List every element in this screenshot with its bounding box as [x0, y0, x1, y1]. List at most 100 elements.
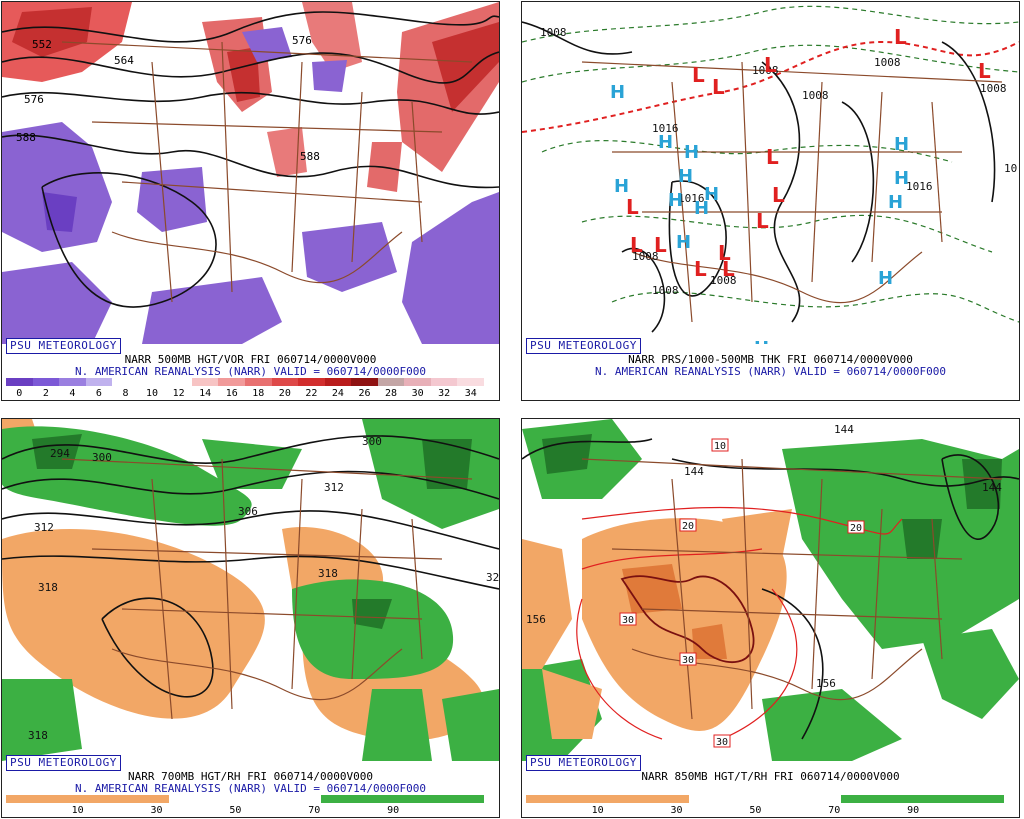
colorbar-tick: 10 [146, 388, 159, 399]
colorbar-segment [404, 378, 431, 386]
high-marker: H [658, 132, 673, 153]
brand-label: PSU METEOROLOGY [526, 338, 641, 354]
high-marker: H [894, 168, 909, 189]
high-marker: H [614, 176, 629, 197]
colorbar-tick: 90 [907, 805, 920, 816]
contour-label-5: 312 [34, 521, 54, 534]
colorbar-tick: 16 [225, 388, 238, 399]
low-marker: L [712, 75, 725, 99]
colorbar-segment [377, 378, 405, 386]
colorbar-tick: 20 [278, 388, 291, 399]
colorbar-tick: 22 [305, 388, 318, 399]
colorbar-segment [457, 378, 484, 386]
colorbar-segment [245, 378, 272, 386]
colorbar-tick: 30 [670, 805, 683, 816]
contour-label-2: 564 [114, 54, 134, 67]
high-marker: H [878, 268, 893, 289]
contour-label-3: 144 [982, 481, 1002, 494]
contour-label-2: 144 [684, 465, 704, 478]
low-marker: L [626, 195, 639, 219]
high-marker: H [888, 192, 903, 213]
low-marker: L [722, 257, 735, 281]
contour-label-1: 1008 [540, 26, 567, 39]
colorbar-segment [298, 378, 325, 386]
colorbar-segment [430, 378, 458, 386]
panel-subcaption: N. AMERICAN REANALYSIS (NARR) VALID = 06… [75, 782, 426, 795]
colorbar-vorticity [6, 378, 484, 386]
contour-label-1: 552 [32, 38, 52, 51]
colorbar-tick: 28 [385, 388, 398, 399]
low-marker: L [630, 233, 643, 257]
contour-label-1: 144 [834, 423, 854, 436]
colorbar-segment [59, 378, 86, 386]
contour-label-7: 318 [38, 581, 58, 594]
temp-label-5: 30 [682, 655, 694, 666]
colorbar-tick: 50 [749, 805, 762, 816]
colorbar-segment [218, 378, 245, 386]
panel-subcaption: N. AMERICAN REANALYSIS (NARR) VALID = 06… [595, 365, 946, 378]
contour-label-6: 1016 [652, 122, 679, 135]
low-marker: L [692, 63, 705, 87]
brand-label: PSU METEOROLOGY [6, 755, 121, 771]
contour-label-6: 576 [292, 34, 312, 47]
low-marker: L [654, 233, 667, 257]
colorbar-tick: 8 [122, 388, 129, 399]
colorbar-segment [32, 378, 60, 386]
colorbar-segment [526, 795, 689, 803]
colorbar-segment [271, 378, 299, 386]
high-marker: H [610, 82, 625, 103]
contour-label-1: 294 [50, 447, 70, 460]
contour-label-2: 1008 [802, 89, 829, 102]
colorbar-segment [6, 378, 33, 386]
high-marker: H [668, 190, 683, 211]
contour-label-8: 318 [318, 567, 338, 580]
low-marker: L [756, 209, 769, 233]
temp-label-6: 30 [716, 737, 728, 748]
panel-850mb-hgt-t-rh: 144 144 144 156 156 10 20 20 30 30 30 [521, 418, 1020, 818]
temp-label-4: 30 [622, 615, 634, 626]
colorbar-segment [841, 795, 1004, 803]
panel-prs-thickness: 1008 1008 1008 1008 1008 1016 1016 1008 … [521, 1, 1020, 401]
contour-label-9: 1008 [652, 284, 679, 297]
colorbar-segment [351, 378, 378, 386]
contour-label-11: 1016 [678, 192, 705, 205]
high-marker: H [676, 232, 691, 253]
contour-label-8: 1008 [710, 274, 737, 287]
colorbar-tick: 12 [172, 388, 185, 399]
colorbar-segment [85, 378, 113, 386]
high-marker: H [894, 134, 909, 155]
contour-label-5: 588 [300, 150, 320, 163]
colorbar-segment [138, 378, 166, 386]
colorbar-segment [6, 795, 169, 803]
colorbar-segment [165, 378, 192, 386]
contour-label-5: 1008 [632, 250, 659, 263]
low-marker: L [978, 59, 991, 83]
contour-label-7: 1016 [906, 180, 933, 193]
colorbar-segment [324, 378, 352, 386]
colorbar-segment [168, 795, 322, 803]
contour-label-5: 156 [816, 677, 836, 690]
colorbar-tick: 70 [308, 805, 321, 816]
colorbar-segment [191, 378, 219, 386]
panel-caption: NARR 700MB HGT/RH FRI 060714/0000V000 [127, 770, 374, 783]
colorbar-tick: 26 [358, 388, 371, 399]
colorbar-rh [6, 795, 484, 803]
colorbar-tick: 70 [828, 805, 841, 816]
contour-label-3: 300 [362, 435, 382, 448]
panel-caption: NARR PRS/1000-500MB THK FRI 060714/0000V… [628, 353, 913, 366]
colorbar-tick: 50 [229, 805, 242, 816]
contour-label-4: 156 [526, 613, 546, 626]
temp-label-2: 20 [682, 521, 694, 532]
colorbar-tick: 10 [591, 805, 604, 816]
contour-label-3: 576 [24, 93, 44, 106]
colorbar-segment [112, 378, 139, 386]
panel-500mb-hgt-vor: 552 564 576 588 588 576 PSU METEOROLOGY … [1, 1, 500, 401]
contour-label-3: 1008 [874, 56, 901, 69]
low-marker: L [718, 241, 731, 265]
colorbar-tick: 4 [69, 388, 76, 399]
contour-label-4: 1008 [980, 82, 1007, 95]
high-marker: H [684, 142, 699, 163]
colorbar-tick: 32 [438, 388, 451, 399]
colorbar-segment [321, 795, 484, 803]
colorbar-tick: 2 [42, 388, 49, 399]
